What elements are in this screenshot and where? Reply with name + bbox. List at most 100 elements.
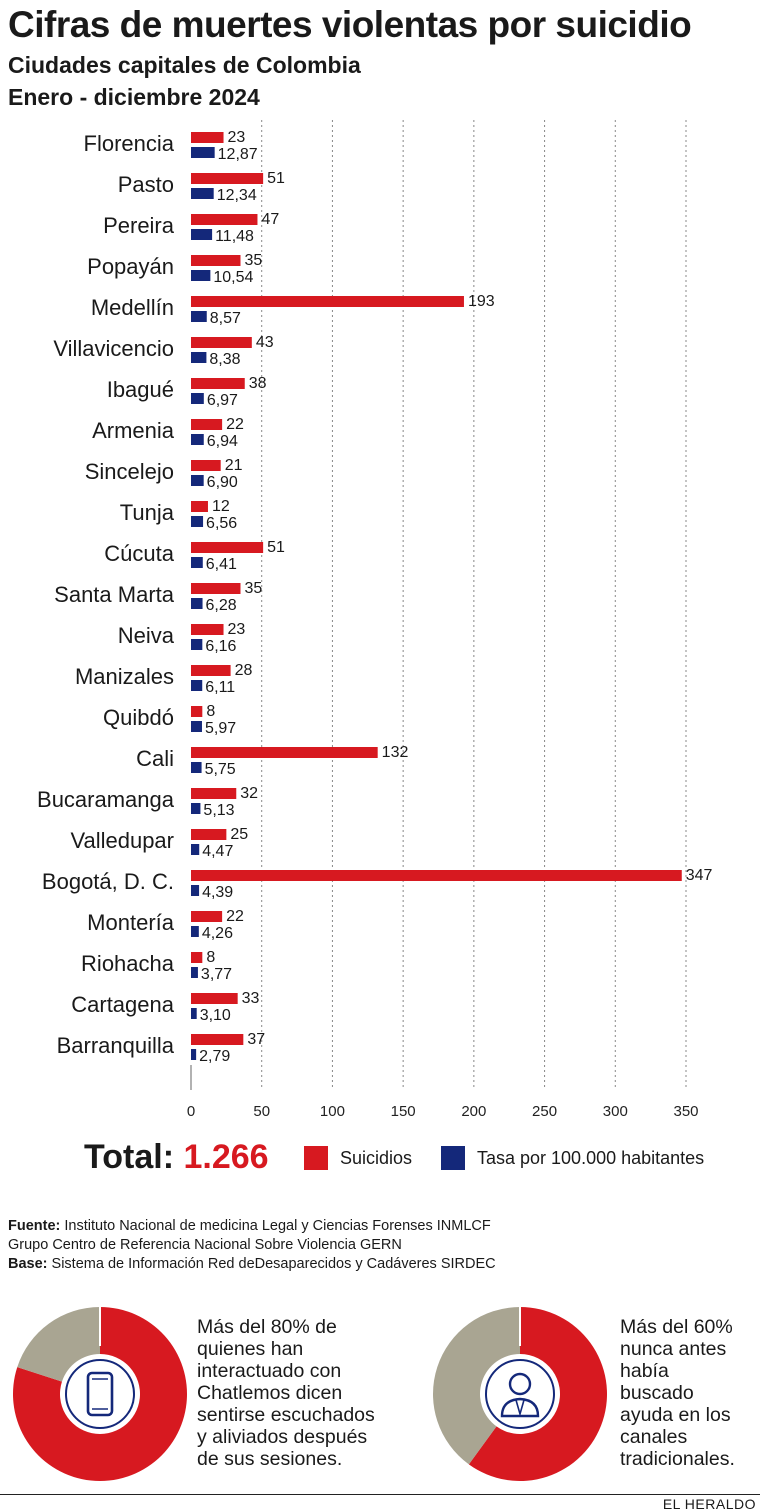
brand-footer: EL HERALDO <box>662 1496 756 1512</box>
bar-suicidios <box>191 419 223 430</box>
data-label-tasa: 10,54 <box>213 269 253 286</box>
data-label-suicidios: 23 <box>228 129 246 146</box>
bar-suicidios <box>191 296 464 307</box>
category-label: Ibagué <box>107 377 174 402</box>
bar-suicidios <box>191 173 264 184</box>
donut-segment-grey <box>433 1307 520 1465</box>
bar-tasa <box>191 967 198 978</box>
data-label-suicidios: 51 <box>267 170 285 187</box>
category-label: Florencia <box>84 131 175 156</box>
bar-suicidios <box>191 829 227 840</box>
bar-suicidios <box>191 624 224 635</box>
data-label-tasa: 5,75 <box>205 761 236 778</box>
data-label-tasa: 6,90 <box>207 474 238 491</box>
bar-tasa <box>191 844 200 855</box>
data-label-suicidios: 43 <box>256 334 274 351</box>
total-value: 1.266 <box>183 1138 269 1176</box>
x-tick-label: 150 <box>391 1103 416 1120</box>
category-label: Valledupar <box>70 828 174 853</box>
bar-suicidios <box>191 460 221 471</box>
data-label-tasa: 11,48 <box>215 228 254 245</box>
bar-tasa <box>191 1008 197 1019</box>
bar-tasa <box>191 557 203 568</box>
data-label-tasa: 5,97 <box>205 720 236 737</box>
bar-suicidios <box>191 501 208 512</box>
data-label-suicidios: 35 <box>245 252 263 269</box>
category-label: Bucaramanga <box>37 787 175 812</box>
data-label-suicidios: 37 <box>247 1031 265 1048</box>
category-label: Pasto <box>118 172 174 197</box>
bar-suicidios <box>191 788 237 799</box>
bar-tasa <box>191 516 204 527</box>
donut-chart-60 <box>433 1306 607 1481</box>
bar-suicidios <box>191 870 682 881</box>
data-label-suicidios: 8 <box>206 703 215 720</box>
total-label: Total: <box>84 1138 175 1176</box>
bar-suicidios <box>191 911 223 922</box>
x-tick-label: 350 <box>673 1103 698 1120</box>
data-label-tasa: 4,47 <box>202 843 233 860</box>
category-label: Armenia <box>92 418 175 443</box>
data-label-tasa: 3,10 <box>200 1007 231 1024</box>
data-label-suicidios: 132 <box>382 744 409 761</box>
bar-tasa <box>191 680 203 691</box>
data-label-suicidios: 22 <box>226 908 244 925</box>
data-label-tasa: 8,38 <box>209 351 240 368</box>
x-tick-label: 250 <box>532 1103 557 1120</box>
bar-tasa <box>191 639 203 650</box>
data-label-suicidios: 35 <box>245 580 263 597</box>
data-label-tasa: 12,87 <box>218 146 258 163</box>
legend-swatch-blue <box>441 1146 465 1170</box>
person-icon <box>500 1372 540 1418</box>
bar-tasa <box>191 229 213 240</box>
x-tick-label: 200 <box>461 1103 486 1120</box>
data-label-suicidios: 28 <box>235 662 253 679</box>
data-label-suicidios: 347 <box>686 867 713 884</box>
data-label-tasa: 6,56 <box>206 515 237 532</box>
category-label: Riohacha <box>81 951 175 976</box>
category-label: Santa Marta <box>54 582 175 607</box>
data-label-suicidios: 47 <box>261 211 279 228</box>
bar-suicidios <box>191 706 203 717</box>
bar-suicidios <box>191 665 231 676</box>
bar-tasa <box>191 598 203 609</box>
bar-tasa <box>191 311 207 322</box>
data-label-tasa: 5,13 <box>203 802 234 819</box>
data-label-tasa: 8,57 <box>210 310 241 327</box>
data-label-tasa: 4,39 <box>202 884 233 901</box>
data-label-tasa: 6,28 <box>206 597 237 614</box>
donut-segment-grey <box>17 1307 100 1382</box>
data-label-suicidios: 22 <box>226 416 244 433</box>
category-label: Pereira <box>103 213 175 238</box>
total-summary: Total: 1.266 <box>84 1138 269 1177</box>
bar-suicidios <box>191 952 203 963</box>
source-text: Instituto Nacional de medicina Legal y C… <box>64 1218 491 1234</box>
category-label: Sincelejo <box>85 459 174 484</box>
chart-period: Enero - diciembre 2024 <box>8 84 260 110</box>
data-label-suicidios: 33 <box>242 990 260 1007</box>
legend-suicides: Suicidios <box>304 1146 412 1170</box>
category-label: Cartagena <box>71 992 175 1017</box>
legend-rate: Tasa por 100.000 habitantes <box>441 1146 704 1170</box>
fact-text-1: Más del 80% de quienes han interactuado … <box>197 1316 375 1470</box>
donut-segment-red <box>13 1307 187 1481</box>
category-label: Montería <box>87 910 175 935</box>
bar-tasa <box>191 352 207 363</box>
bar-tasa <box>191 1049 197 1060</box>
legend-swatch-red <box>304 1146 328 1170</box>
bar-tasa <box>191 270 211 281</box>
chart-subtitle: Ciudades capitales de Colombia <box>8 52 361 78</box>
bar-tasa <box>191 926 199 937</box>
x-tick-label: 300 <box>603 1103 628 1120</box>
bar-tasa <box>191 885 200 896</box>
data-label-tasa: 12,34 <box>217 187 257 204</box>
footer-rule <box>0 1494 760 1495</box>
bar-tasa <box>191 147 215 158</box>
legend-label-suicides: Suicidios <box>340 1147 413 1168</box>
bar-suicidios <box>191 255 241 266</box>
data-label-suicidios: 32 <box>240 785 258 802</box>
data-label-tasa: 6,41 <box>206 556 237 573</box>
bar-tasa <box>191 434 204 445</box>
data-label-suicidios: 51 <box>267 539 285 556</box>
